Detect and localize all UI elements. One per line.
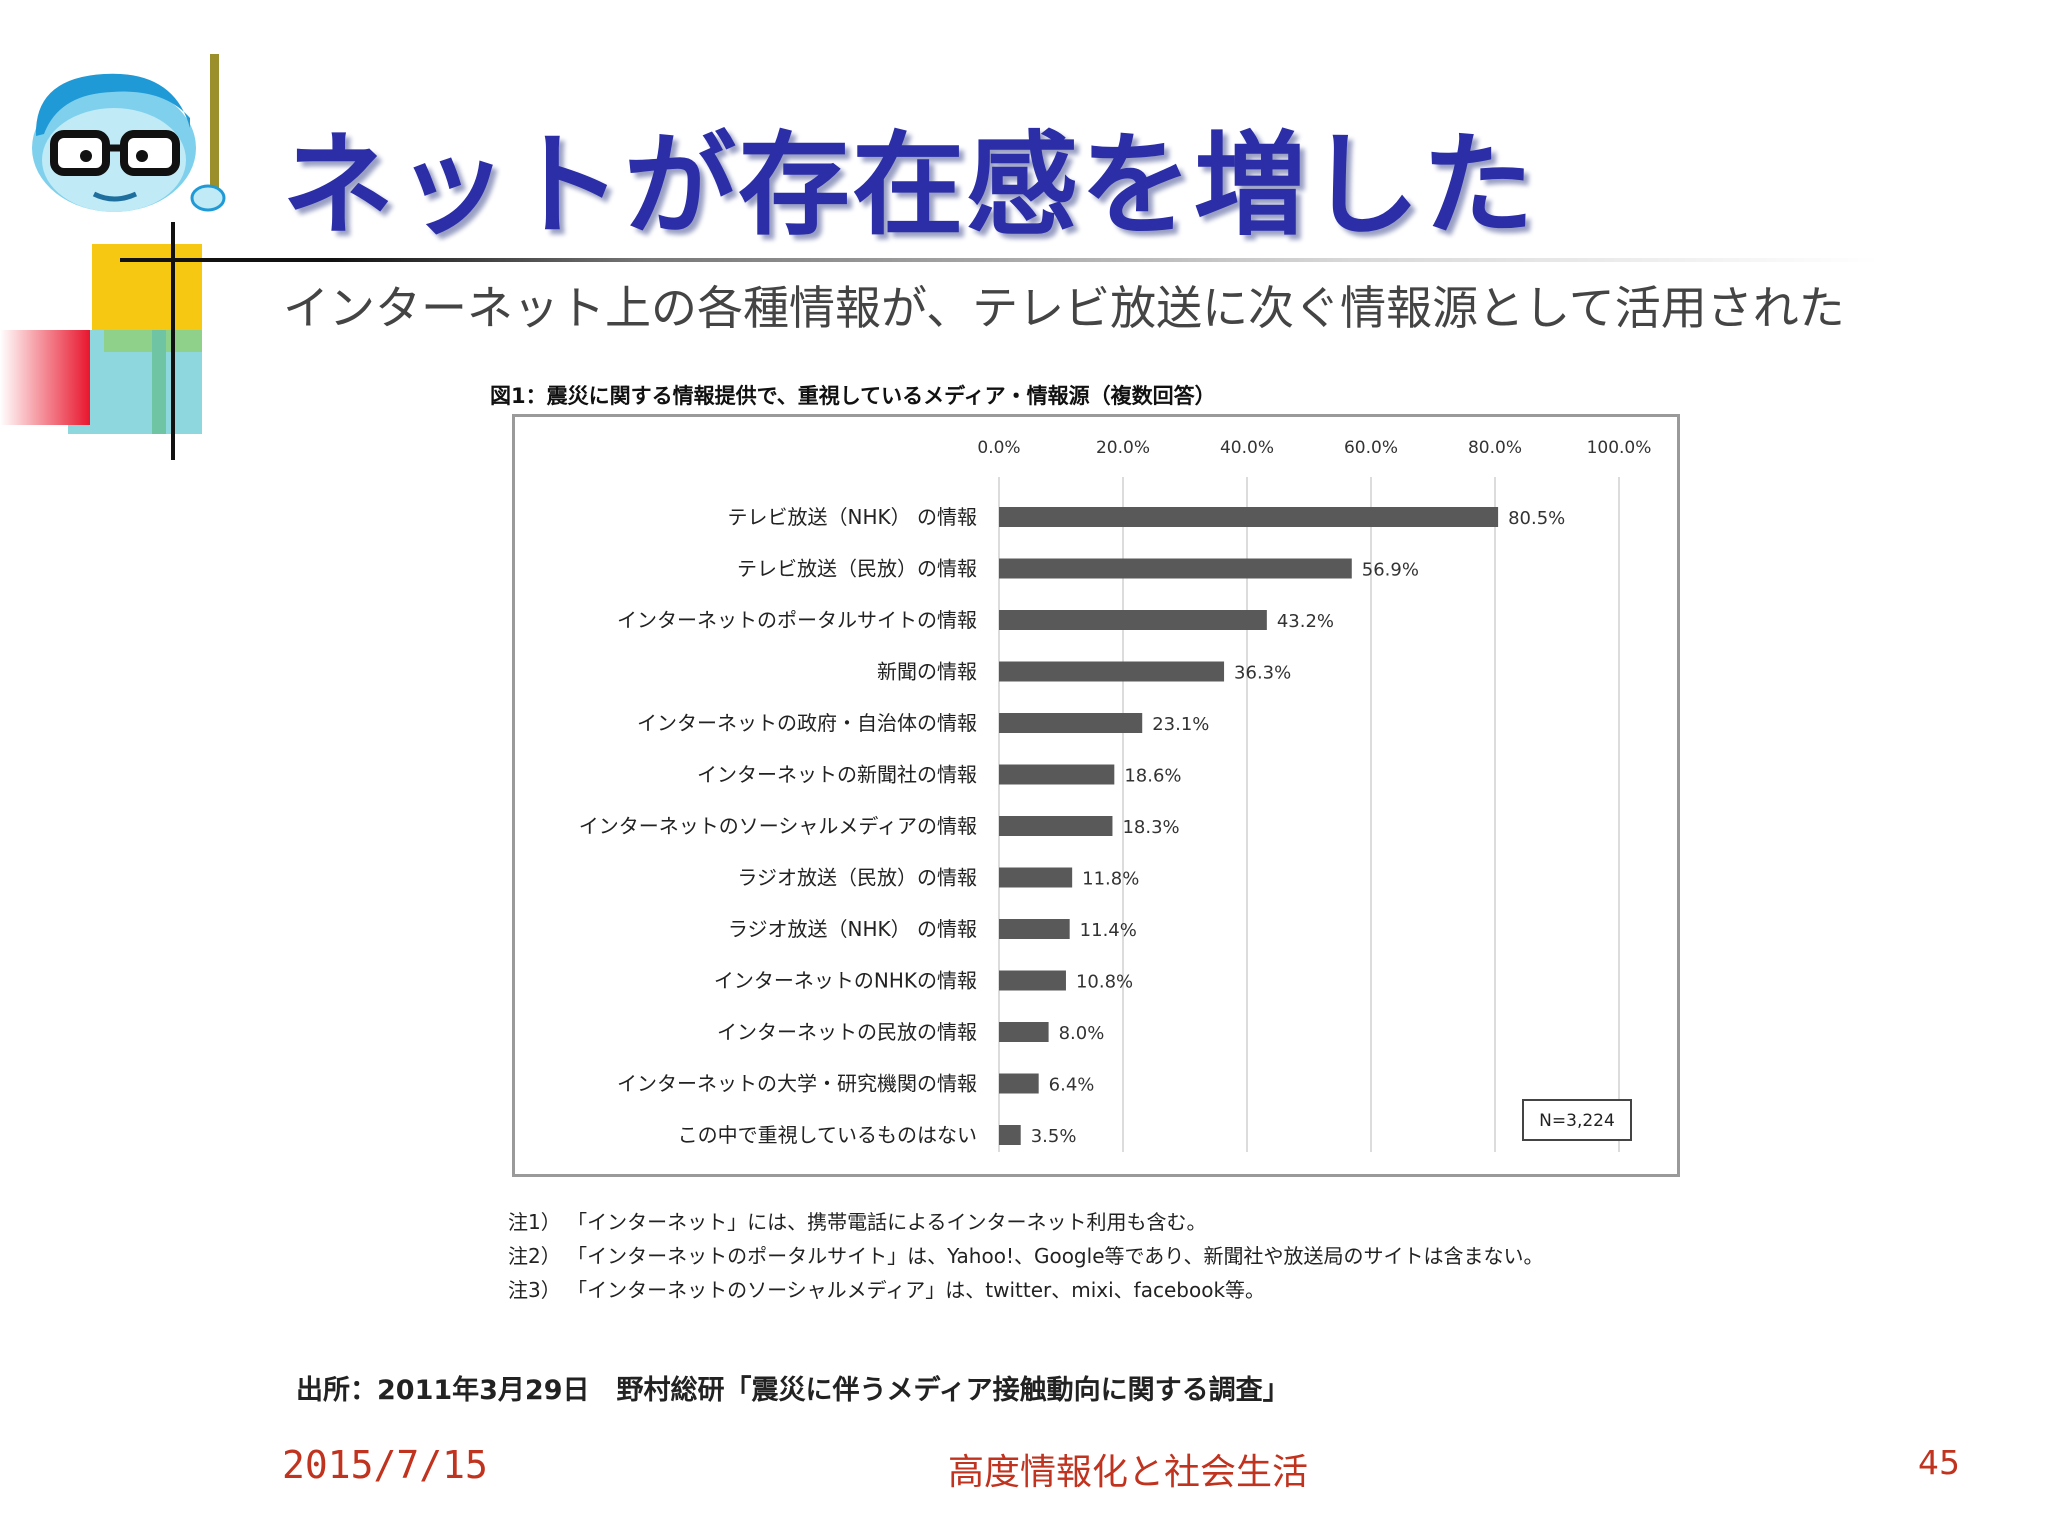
data-label: 8.0%	[1059, 1023, 1105, 1044]
bar-chart: 0.0% 20.0% 40.0% 60.0% 80.0% 100.0% テレビ放送（NHK）…	[579, 438, 1652, 1152]
data-label: 56.9%	[1362, 560, 1419, 581]
page-subtitle: インターネット上の各種情報が、テレビ放送に次ぐ情報源として活用された	[283, 281, 1845, 335]
x-tick-label: 0.0%	[977, 438, 1020, 458]
bar	[999, 1022, 1049, 1042]
bar	[999, 713, 1143, 733]
category-label: インターネットのソーシャルメディアの情報	[579, 814, 977, 838]
data-label: 11.4%	[1080, 920, 1137, 941]
page-title: ネットが存在感を増した	[282, 121, 1536, 251]
data-label: 36.3%	[1234, 663, 1291, 684]
chart-title: 図1：震災に関する情報提供で、重視しているメディア・情報源（複数回答）	[490, 384, 1216, 408]
data-label: 43.2%	[1277, 611, 1334, 632]
note-3: 注3） 「インターネットのソーシャルメディア」は、twitter、mixi、fa…	[508, 1278, 1266, 1302]
category-label: インターネットの民放の情報	[717, 1020, 977, 1044]
data-label: 3.5%	[1031, 1126, 1077, 1147]
category-label: ラジオ放送（NHK） の情報	[728, 917, 977, 941]
category-label: テレビ放送（NHK） の情報	[728, 505, 977, 529]
decor-vertical-line	[171, 222, 175, 460]
deco-red-block	[0, 330, 90, 425]
category-label: 新聞の情報	[877, 660, 977, 684]
x-tick-label: 100.0%	[1587, 438, 1652, 458]
title-underline	[120, 258, 1880, 262]
chart-frame: 0.0% 20.0% 40.0% 60.0% 80.0% 100.0% テレビ放送（NHK）…	[512, 414, 1680, 1177]
footer-title: 高度情報化と社会生活	[948, 1452, 1309, 1493]
data-label: 18.6%	[1124, 766, 1181, 787]
category-label: インターネットのポータルサイトの情報	[617, 608, 977, 632]
sample-size-label: N=3,224	[1539, 1111, 1615, 1131]
x-tick-label: 20.0%	[1096, 438, 1150, 458]
deco-green-bar	[152, 330, 166, 434]
bar	[999, 919, 1070, 939]
bar	[999, 1073, 1039, 1094]
teacher-mascot-icon	[32, 54, 226, 212]
category-label: インターネットの新聞社の情報	[697, 763, 977, 787]
x-tick-label: 80.0%	[1468, 438, 1522, 458]
category-label: ラジオ放送（民放）の情報	[737, 866, 977, 890]
bar	[999, 1125, 1021, 1145]
bar	[999, 507, 1499, 527]
page-number: 45	[1918, 1443, 1960, 1482]
bar	[999, 867, 1073, 888]
bar	[999, 764, 1115, 785]
note-2: 注2） 「インターネットのポータルサイト」は、Yahoo!、Google等であり…	[508, 1244, 1544, 1268]
category-label: テレビ放送（民放）の情報	[737, 557, 977, 581]
category-label: インターネットのNHKの情報	[714, 969, 977, 993]
x-tick-label: 60.0%	[1344, 438, 1398, 458]
category-label: インターネットの大学・研究機関の情報	[617, 1072, 977, 1096]
bar	[999, 970, 1066, 991]
bar	[999, 661, 1225, 682]
data-label: 10.8%	[1076, 972, 1133, 993]
annotation-box	[1522, 1099, 1632, 1141]
x-tick-label: 40.0%	[1220, 438, 1274, 458]
note-1: 注1） 「インターネット」には、携帯電話によるインターネット利用も含む。	[508, 1210, 1207, 1234]
data-label: 23.1%	[1152, 714, 1209, 735]
data-label: 80.5%	[1508, 508, 1565, 529]
bar	[999, 816, 1113, 836]
bar	[999, 610, 1267, 630]
bar	[999, 558, 1352, 579]
category-label: この中で重視しているものはない	[678, 1123, 977, 1147]
data-label: 6.4%	[1049, 1075, 1095, 1096]
footer-date: 2015/7/15	[282, 1443, 488, 1487]
source-citation: 出所：2011年3月29日 野村総研「震災に伴うメディア接触動向に関する調査」	[296, 1375, 1290, 1406]
category-label: インターネットの政府・自治体の情報	[637, 711, 977, 735]
data-label: 18.3%	[1122, 817, 1179, 838]
data-label: 11.8%	[1082, 869, 1139, 890]
